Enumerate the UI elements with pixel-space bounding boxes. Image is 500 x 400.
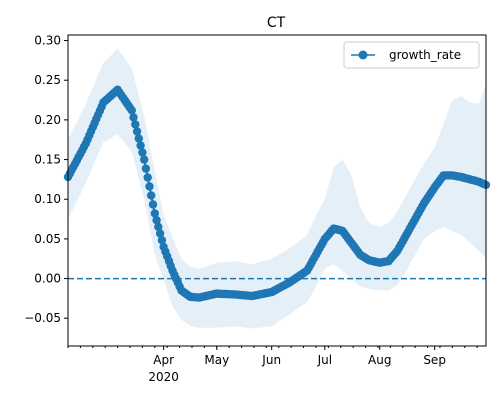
- data-point: [147, 191, 156, 200]
- y-tick-label: 0.25: [34, 73, 61, 87]
- x-tick-label: Aug: [368, 353, 391, 367]
- data-point: [154, 222, 163, 231]
- data-point: [136, 141, 145, 150]
- data-point: [131, 120, 140, 129]
- y-tick-label: 0.00: [34, 272, 61, 286]
- x-tick-label: Jul: [317, 353, 332, 367]
- data-point: [152, 216, 161, 225]
- y-tick-label: 0.05: [34, 232, 61, 246]
- legend-label: growth_rate: [389, 48, 461, 62]
- data-point: [141, 164, 151, 173]
- data-point: [143, 173, 152, 182]
- plot-frame: [67, 34, 487, 347]
- legend-marker: [358, 50, 368, 60]
- series-point-layer: [63, 85, 491, 302]
- data-point: [134, 134, 143, 143]
- data-point: [148, 200, 158, 209]
- y-tick-label: 0.15: [34, 153, 61, 167]
- data-point: [138, 148, 147, 157]
- x-tick-label: Apr: [153, 353, 174, 367]
- data-point: [150, 209, 159, 218]
- axes: −0.05 0.00 0.05 0.10 0.15 0.20 0.25 0.30 Apr 2020…: [24, 34, 487, 384]
- y-tick-label: 0.20: [34, 113, 61, 127]
- data-point: [129, 113, 138, 122]
- data-point: [127, 106, 136, 115]
- data-point: [155, 229, 165, 238]
- data-point: [157, 236, 167, 245]
- legend-frame: [343, 41, 480, 69]
- data-point: [132, 127, 142, 136]
- y-tick-label: 0.30: [34, 34, 61, 48]
- legend: growth_rate: [343, 41, 480, 69]
- data-point: [140, 155, 149, 164]
- data-point: [145, 182, 154, 191]
- x-tick-label: Jun: [261, 353, 281, 367]
- y-tick-label: 0.10: [34, 192, 61, 206]
- x-tick-label: Sep: [423, 353, 446, 367]
- x-tick-sublabel: 2020: [148, 370, 179, 384]
- x-tick-label: May: [204, 353, 229, 367]
- y-tick-label: −0.05: [24, 311, 61, 325]
- chart-title: CT: [267, 15, 286, 31]
